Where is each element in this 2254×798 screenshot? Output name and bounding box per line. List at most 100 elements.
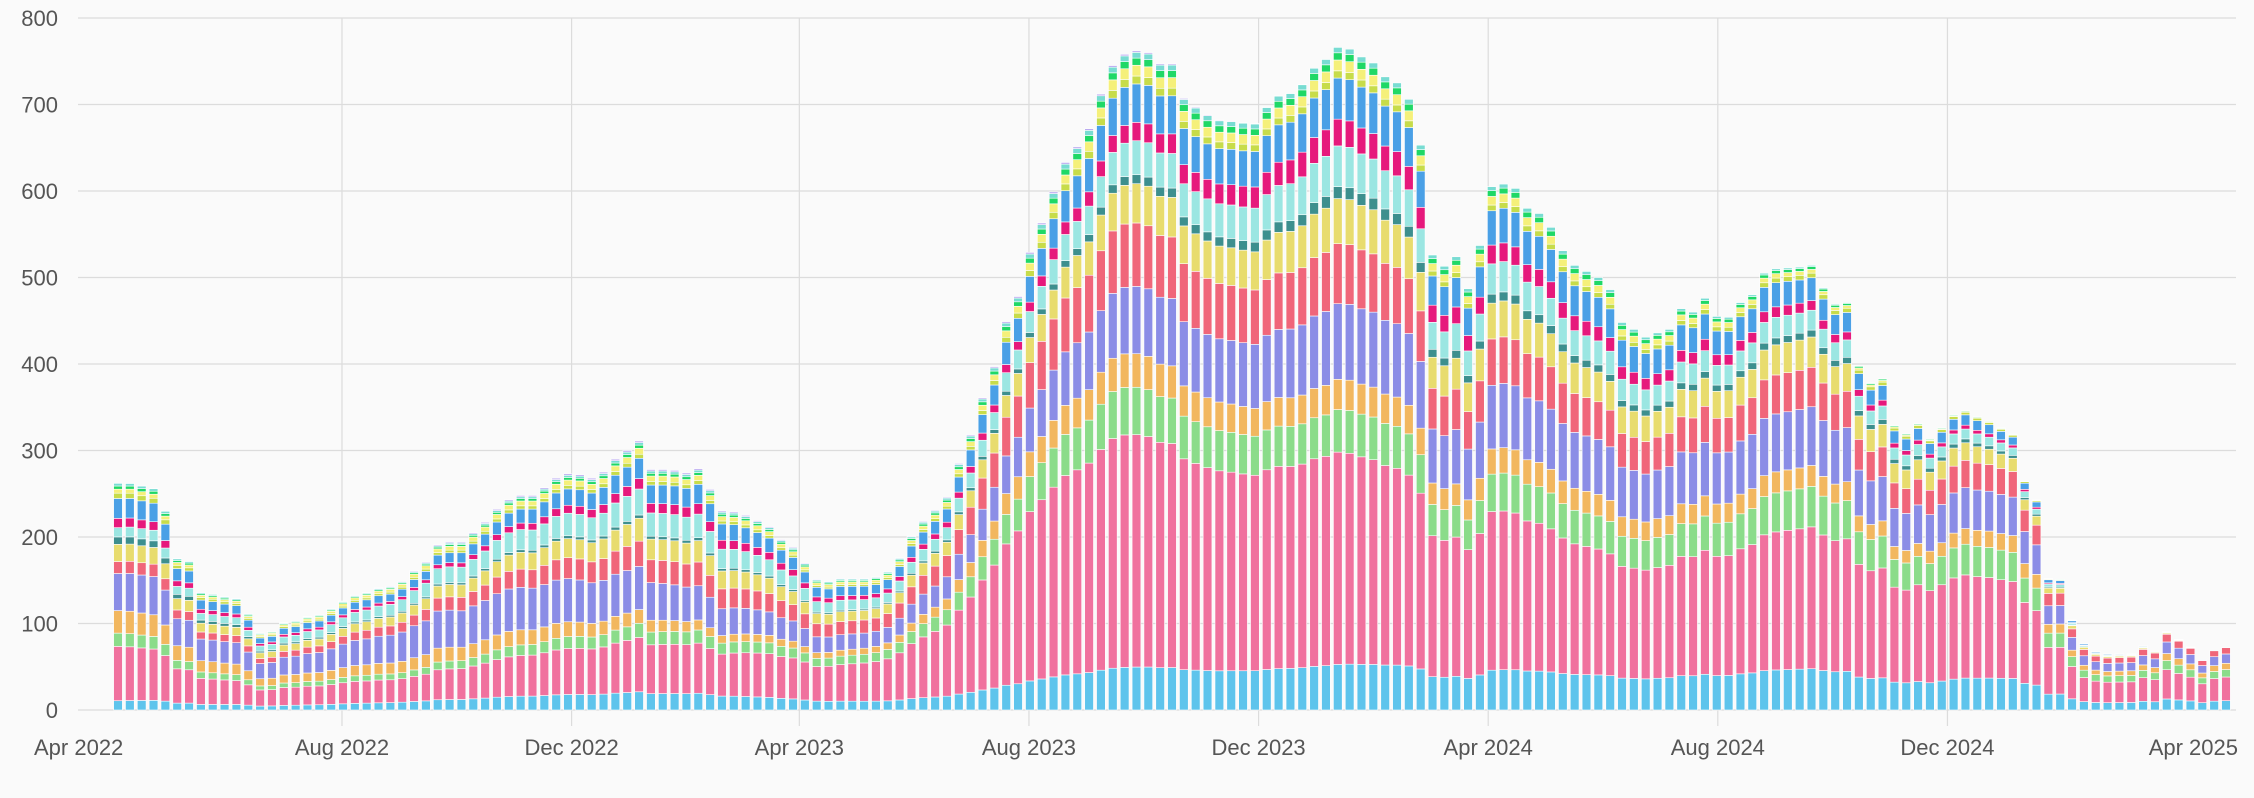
bar-segment — [137, 528, 147, 540]
bar-segment — [409, 625, 419, 659]
bar-segment — [1937, 442, 1947, 448]
bar-segment — [2055, 584, 2065, 588]
bar-segment — [290, 704, 301, 711]
bar-segment — [1167, 64, 1177, 71]
bar-segment — [314, 704, 325, 711]
bar-segment — [302, 631, 313, 639]
bar-segment — [1096, 206, 1106, 216]
bar-segment — [1191, 129, 1201, 137]
bar-segment — [658, 560, 668, 584]
bar-segment — [1427, 263, 1438, 272]
bar-segment — [693, 480, 703, 485]
bar-segment — [1605, 289, 1615, 293]
bar-segment — [397, 672, 407, 679]
bar-segment — [1735, 370, 1746, 378]
bar-segment — [492, 659, 502, 698]
bar-segment — [1143, 185, 1153, 227]
bar-segment — [1747, 308, 1757, 333]
bar-segment — [1463, 499, 1473, 521]
bar-segment — [1250, 408, 1260, 437]
bar-segment — [409, 657, 419, 671]
bar-segment — [480, 530, 490, 535]
bar-segment — [137, 545, 147, 564]
bar-segment — [527, 498, 538, 502]
bar-segment — [1569, 509, 1580, 545]
bar-segment — [385, 634, 396, 664]
bar-segment — [409, 701, 419, 711]
bar-segment — [208, 639, 218, 663]
bar-segment — [1913, 478, 1923, 506]
bar-segment — [184, 567, 194, 572]
bar-segment — [1025, 311, 1035, 333]
bar-segment — [373, 679, 384, 704]
bar-segment — [1001, 336, 1011, 343]
bar-segment — [788, 591, 798, 605]
bar-segment — [125, 610, 135, 634]
bar-segment — [1048, 283, 1059, 291]
bar-segment — [113, 536, 123, 545]
bar-segment — [788, 547, 798, 549]
bar-segment — [539, 490, 550, 494]
bar-segment — [740, 542, 751, 552]
bar-segment — [160, 578, 171, 591]
bar-segment — [1487, 669, 1497, 711]
bar-segment — [1309, 73, 1319, 81]
bar-segment — [243, 704, 253, 711]
bar-segment — [267, 689, 277, 707]
bar-segment — [1866, 410, 1876, 425]
bar-segment — [930, 509, 940, 512]
bar-segment — [1771, 277, 1781, 283]
bar-segment — [1250, 207, 1260, 243]
bar-segment — [302, 704, 313, 711]
bar-segment — [1048, 259, 1059, 285]
bar-segment — [1913, 428, 1923, 441]
bar-segment — [1214, 125, 1225, 133]
bar-segment — [812, 636, 822, 653]
bar-segment — [326, 670, 336, 680]
bar-segment — [906, 545, 917, 558]
bar-segment — [1534, 670, 1544, 711]
bar-segment — [764, 653, 775, 698]
bar-segment — [1463, 335, 1473, 352]
bar-segment — [1285, 220, 1296, 232]
bar-segment — [2067, 698, 2077, 711]
bar-segment — [1001, 330, 1011, 338]
bar-segment — [598, 538, 609, 559]
bar-segment — [1143, 59, 1153, 68]
bar-segment — [622, 450, 632, 453]
bar-segment — [1238, 434, 1248, 475]
bar-segment — [1842, 305, 1852, 309]
bar-segment — [705, 694, 715, 711]
bar-segment — [1179, 183, 1189, 218]
bar-segment — [1522, 264, 1532, 283]
bar-segment — [1262, 107, 1272, 113]
bar-segment — [1617, 535, 1627, 567]
bar-segment — [1297, 394, 1307, 425]
bar-segment — [1013, 297, 1023, 303]
bar-segment — [1202, 278, 1213, 335]
bar-segment — [1143, 53, 1153, 60]
bar-segment — [598, 646, 609, 695]
bar-segment — [373, 673, 384, 681]
bar-segment — [1830, 366, 1840, 395]
bar-segment — [1131, 222, 1142, 287]
bar-segment — [977, 556, 988, 581]
bar-segment — [2019, 602, 2030, 684]
bar-segment — [930, 565, 940, 587]
bar-segment — [2043, 647, 2054, 695]
bar-segment — [515, 629, 526, 646]
bar-segment — [160, 540, 171, 549]
bar-segment — [954, 476, 964, 493]
bar-segment — [504, 656, 514, 697]
bar-segment — [385, 702, 396, 711]
bar-segment — [1475, 248, 1485, 255]
bar-segment — [2067, 628, 2077, 638]
bar-segment — [1285, 121, 1296, 161]
bar-segment — [279, 627, 289, 635]
bar-segment — [575, 475, 585, 479]
bar-segment — [764, 593, 775, 613]
bar-segment — [669, 471, 680, 475]
bar-segment — [1214, 203, 1225, 238]
bar-segment — [2162, 653, 2172, 661]
bar-segment — [1546, 408, 1556, 470]
